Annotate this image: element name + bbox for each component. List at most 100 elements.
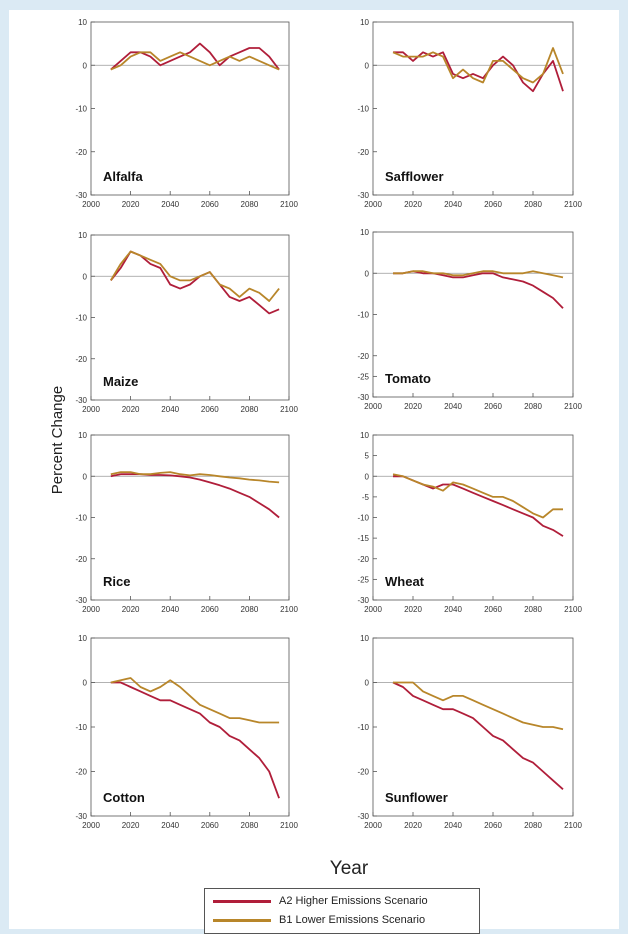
y-tick-label: -5 <box>362 493 370 502</box>
y-tick-label: -20 <box>357 555 369 564</box>
panel-title: Tomato <box>385 371 431 386</box>
x-tick-label: 2020 <box>122 200 140 209</box>
y-tick-label: 0 <box>365 472 370 481</box>
x-tick-label: 2020 <box>122 821 140 830</box>
panel-title: Maize <box>103 374 138 389</box>
y-tick-label: 10 <box>78 231 87 240</box>
x-tick-label: 2060 <box>484 402 502 411</box>
x-tick-label: 2040 <box>444 402 462 411</box>
x-tick-label: 2060 <box>201 200 219 209</box>
series-b1-line <box>393 681 564 731</box>
x-tick-label: 2060 <box>201 405 219 414</box>
y-tick-label: -20 <box>357 148 369 157</box>
y-tick-label: -20 <box>75 768 87 777</box>
x-axis-label: Year <box>329 858 369 879</box>
x-tick-label: 2020 <box>404 821 422 830</box>
series-b1-line <box>393 270 564 279</box>
x-tick-label: 2040 <box>161 605 179 614</box>
plot-frame <box>90 21 290 196</box>
series-b1-line <box>392 473 563 519</box>
legend-label-b1: B1 Lower Emissions Scenario <box>279 914 426 927</box>
x-tick-label: 2020 <box>122 405 140 414</box>
x-tick-label: 2100 <box>564 402 582 411</box>
legend-swatch-b1 <box>213 918 271 922</box>
plot-frame <box>90 637 290 817</box>
x-tick-label: 2080 <box>524 821 542 830</box>
figure-card: 10 0 -10 -20 -30 2000 2020 2040 2060 2080 2100 Alfa… <box>9 10 619 934</box>
series-b1-line <box>110 250 280 302</box>
y-tick-label: -30 <box>75 812 87 821</box>
panel-title: Safflower <box>385 169 444 184</box>
x-tick-label: 2000 <box>364 605 382 614</box>
y-tick-label: -20 <box>75 555 87 564</box>
panel-title: Sunflower <box>385 790 448 805</box>
y-tick-label: -20 <box>75 148 87 157</box>
y-tick-label: -15 <box>357 534 369 543</box>
x-tick-label: 2060 <box>484 200 502 209</box>
x-tick-label: 2000 <box>364 821 382 830</box>
legend: A2 Higher Emissions Scenario B1 Lower Em… <box>204 888 480 934</box>
y-tick-label: -30 <box>357 596 369 605</box>
x-tick-label: 2060 <box>484 821 502 830</box>
x-tick-label: 2080 <box>524 402 542 411</box>
y-tick-label: 0 <box>83 472 88 481</box>
plot-frame <box>372 434 574 601</box>
x-tick-label: 2100 <box>564 821 582 830</box>
y-tick-label: -30 <box>357 812 369 821</box>
x-tick-label: 2080 <box>241 821 259 830</box>
x-tick-label: 2080 <box>524 605 542 614</box>
x-tick-label: 2100 <box>280 200 298 209</box>
y-tick-label: -10 <box>75 723 87 732</box>
y-tick-label: 10 <box>78 431 87 440</box>
y-tick-label: 0 <box>365 269 370 278</box>
x-tick-label: 2040 <box>444 821 462 830</box>
legend-swatch-a2 <box>213 899 271 903</box>
y-axis-label: Percent Change <box>49 385 66 495</box>
x-tick-label: 2000 <box>82 405 100 414</box>
series-a2-line <box>393 270 564 309</box>
y-tick-label: -10 <box>75 105 87 114</box>
y-tick-label: -10 <box>357 105 369 114</box>
x-tick-label: 2020 <box>404 200 422 209</box>
x-tick-label: 2000 <box>364 200 382 209</box>
x-tick-label: 2060 <box>484 605 502 614</box>
y-tick-label: 10 <box>360 228 369 237</box>
series-a2-line <box>110 681 280 799</box>
x-tick-label: 2000 <box>82 200 100 209</box>
y-tick-label: 10 <box>360 634 369 643</box>
x-tick-label: 2080 <box>241 605 259 614</box>
y-tick-label: -30 <box>75 596 87 605</box>
x-tick-label: 2020 <box>122 605 140 614</box>
x-tick-label: 2100 <box>280 821 298 830</box>
panel-title: Wheat <box>385 574 425 589</box>
x-tick-label: 2000 <box>82 605 100 614</box>
x-tick-label: 2000 <box>82 821 100 830</box>
y-tick-label: 10 <box>78 18 87 27</box>
x-tick-label: 2020 <box>404 605 422 614</box>
y-tick-label: -10 <box>357 514 369 523</box>
plot-frame <box>372 21 574 196</box>
x-tick-label: 2040 <box>444 200 462 209</box>
x-tick-label: 2100 <box>564 200 582 209</box>
x-tick-label: 2060 <box>201 605 219 614</box>
y-tick-label: -30 <box>357 393 369 402</box>
x-tick-label: 2040 <box>161 405 179 414</box>
x-tick-label: 2080 <box>241 405 259 414</box>
series-a2-line <box>393 51 564 93</box>
y-tick-label: 10 <box>360 18 369 27</box>
x-tick-label: 2100 <box>564 605 582 614</box>
y-tick-label: -30 <box>75 396 87 405</box>
x-tick-label: 2100 <box>280 405 298 414</box>
x-tick-label: 2080 <box>241 200 259 209</box>
y-tick-label: -10 <box>357 723 369 732</box>
plot-frame <box>372 231 574 398</box>
y-tick-label: -25 <box>357 372 369 381</box>
y-tick-label: -20 <box>75 355 87 364</box>
